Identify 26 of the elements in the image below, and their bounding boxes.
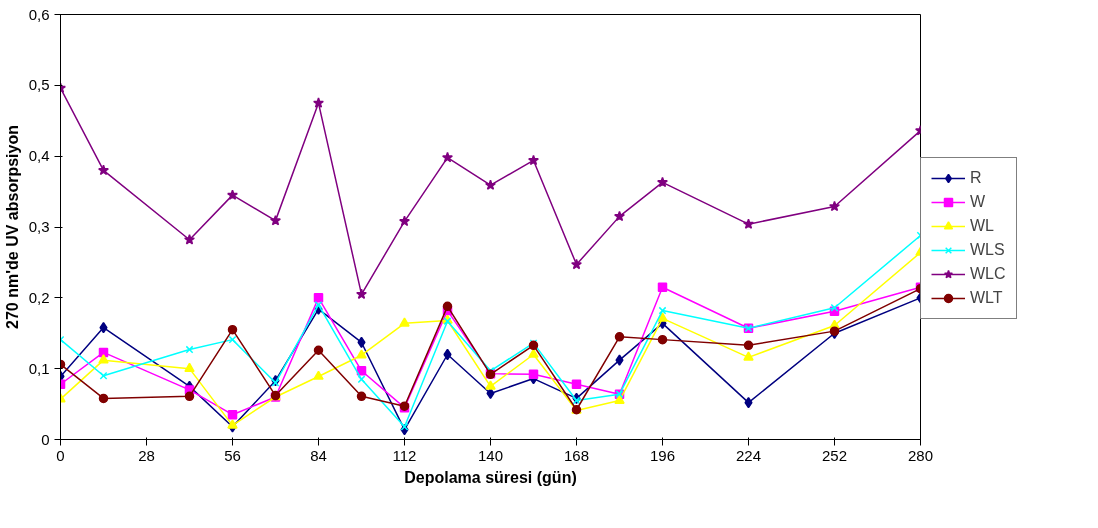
x-tick-label: 84 <box>310 446 327 464</box>
y-tick-label: 0 <box>41 430 50 448</box>
x-tick-label: 280 <box>907 446 934 464</box>
legend-label: W <box>970 193 987 211</box>
x-tick-label: 28 <box>138 446 155 464</box>
y-tick-label: 0,6 <box>28 5 50 23</box>
y-axis-title: 270 nm'de UV absorpsiyon <box>3 125 21 329</box>
x-tick-label: 224 <box>735 446 762 464</box>
y-tick-label: 0,4 <box>28 147 50 165</box>
x-tick-label: 196 <box>649 446 676 464</box>
x-tick-label: 168 <box>563 446 590 464</box>
x-tick-label: 112 <box>392 446 417 464</box>
legend-label: WL <box>970 217 994 235</box>
y-tick-label: 0,3 <box>28 218 50 235</box>
y-tick-label: 0,2 <box>28 288 50 306</box>
x-tick-label: 0 <box>56 446 65 464</box>
x-tick-label: 252 <box>821 446 848 464</box>
legend-label: WLS <box>970 241 1005 259</box>
y-tick-label: 0,5 <box>28 76 50 94</box>
x-axis-title: Depolama süresi (gün) <box>404 468 577 486</box>
x-tick-label: 140 <box>477 446 504 464</box>
x-tick-label: 56 <box>224 446 241 464</box>
legend-label: WLT <box>970 289 1003 307</box>
y-tick-label: 0,1 <box>28 359 50 377</box>
legend-label: R <box>970 169 983 187</box>
legend-label: WLC <box>970 265 1006 283</box>
